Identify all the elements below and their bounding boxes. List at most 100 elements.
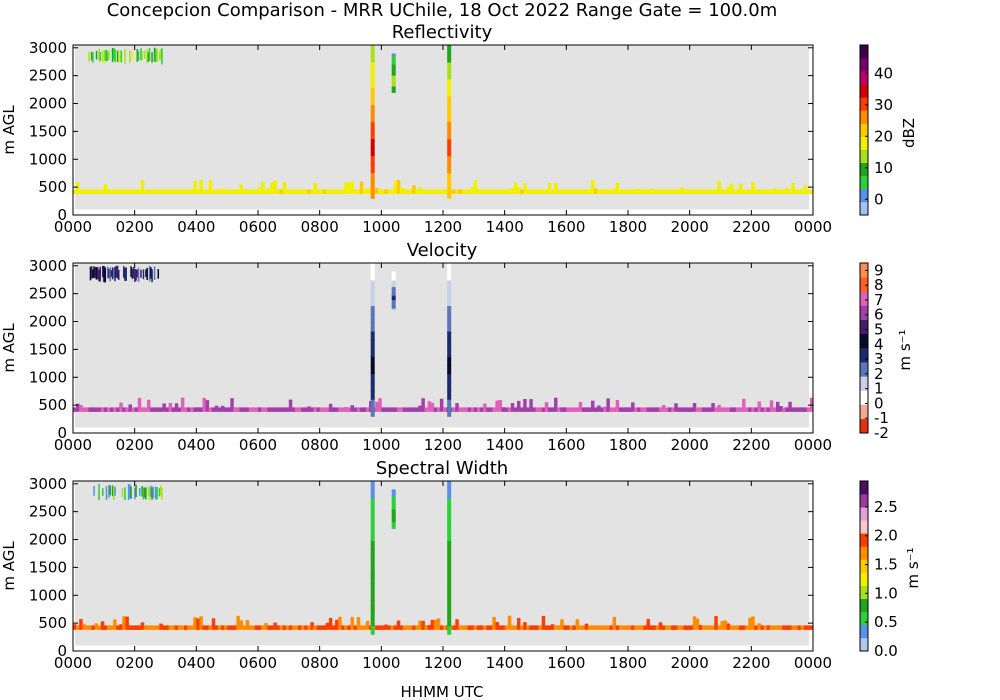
data-band-cell [285,407,290,412]
data-band-cell [643,407,647,412]
data-streak [370,399,375,409]
data-band-cell [695,189,700,194]
data-band-cell [224,625,228,630]
colorbar-label: m s⁻¹ [904,547,922,588]
data-band-cell [165,189,169,194]
data-band-cell [557,189,561,194]
data-band-cell [131,625,136,630]
colorbar-segment [860,546,868,560]
data-band-cell [794,625,798,630]
x-tick-label: 0800 [301,654,339,672]
data-band-cell [335,619,339,630]
data-band-cell [618,625,623,630]
data-band-cell [680,407,684,412]
data-band-cell [365,188,370,194]
data-band-cell [458,625,462,630]
data-band-cell [187,407,191,412]
data-band-cell [538,189,543,194]
data-streak [391,500,396,503]
colorbar: 0 10 20 30 40 [859,44,893,216]
data-band-cell [254,625,259,630]
data-band-cell [76,403,80,412]
colorbar-segment [860,418,868,434]
colorbar-segment [860,637,868,652]
data-band-cell [550,624,555,630]
data-band-cell [729,625,734,630]
data-streak [447,45,452,54]
x-tick-label: 1800 [609,436,647,454]
data-band-cell [461,625,465,630]
data-band-cell [264,189,268,194]
data-band-cell [637,188,641,194]
data-band-cell [276,407,280,412]
data-band-cell [356,189,361,194]
data-band-cell [174,189,179,194]
data-streak [370,113,375,123]
data-band-cell [809,625,814,630]
data-band-cell [365,407,370,412]
data-band-cell [301,189,305,194]
data-streak [447,189,452,199]
data-band-cell [492,189,496,194]
data-band-cell [452,189,456,194]
data-band-cell [489,625,493,630]
x-tick-label: 0800 [301,436,339,454]
data-band-cell [492,616,496,630]
data-band-cell [156,625,160,630]
data-streak [370,87,375,97]
colorbar-tick-label: 40 [874,64,893,82]
data-patch-cell [127,484,130,500]
data-band-cell [572,189,576,194]
data-streak [447,181,452,191]
data-band-cell [134,407,139,412]
data-band-cell [399,407,404,412]
data-streak [370,297,375,307]
data-band-cell [106,625,111,630]
data-band-cell [526,625,530,630]
data-band-cell [412,185,416,194]
data-band-cell [190,189,194,194]
data-band-cell [180,189,185,194]
data-band-cell [476,407,481,412]
colorbar-segment [860,162,868,177]
data-streak [370,489,375,499]
data-band-cell [165,407,169,412]
data-patch-cell [108,268,110,278]
data-patch-cell [94,267,97,279]
data-band-cell [726,407,731,412]
data-band-cell [443,625,447,630]
data-streak [370,288,375,298]
data-band-cell [230,189,234,194]
data-band-cell [661,625,666,630]
data-band-cell [776,625,780,630]
y-tick-label: 3000 [29,257,67,275]
data-band-cell [628,189,632,194]
data-band-cell [668,189,672,194]
data-streak [391,489,396,493]
data-streak [447,155,452,165]
panel-velocity: Velocity m AGL 0000 0200 0400 0600 0800 1000 1… [0,240,914,454]
x-tick-label: 0200 [116,654,154,672]
colorbar-segment [860,291,868,306]
data-band-cell [735,189,740,194]
data-streak [370,322,375,332]
data-band-cell [427,189,432,194]
data-band-cell [412,625,416,630]
data-band-cell [597,625,601,630]
data-streak [391,282,396,285]
data-band-cell [406,189,410,194]
data-band-cell [332,625,336,630]
data-band-cell [517,400,521,412]
data-band-cell [85,407,89,412]
data-patch-cell [108,50,110,60]
data-band-cell [162,189,166,194]
data-band-cell [100,189,105,194]
colorbar-segment [860,533,868,547]
data-streak [447,583,452,593]
data-band-cell [91,189,95,194]
data-band-cell [390,189,395,194]
data-band-cell [282,625,287,630]
data-band-cell [501,407,506,412]
data-band-cell [378,189,382,194]
data-streak [370,608,375,618]
